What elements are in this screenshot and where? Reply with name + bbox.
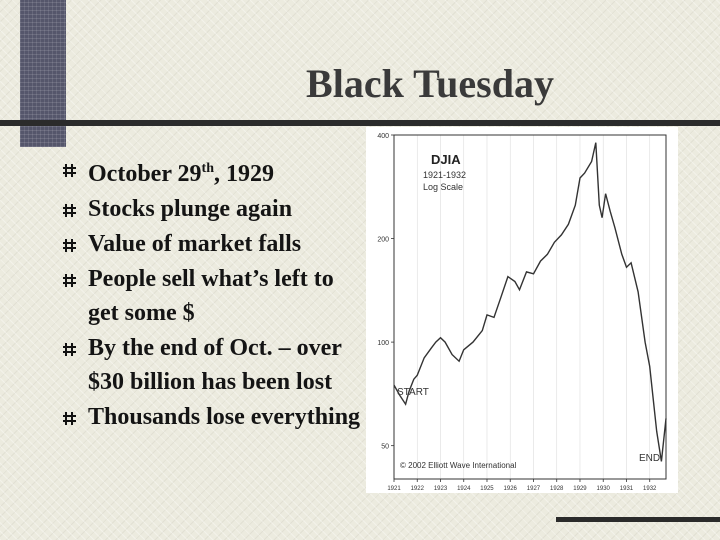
decorative-top-rule — [0, 120, 720, 126]
x-tick-label: 1925 — [480, 486, 494, 492]
chart-frame — [393, 134, 667, 480]
bullet-text: By the end of Oct. – over $30 billion ha… — [88, 335, 342, 395]
bullet-text-end: , 1929 — [213, 161, 274, 187]
djia-series-line — [393, 142, 667, 462]
y-tick-label: 100 — [377, 340, 389, 347]
x-tick-label: 1921 — [387, 486, 401, 492]
bullet-item: People sell what’s left to get some $ — [62, 262, 362, 330]
x-tick-label: 1923 — [434, 486, 448, 492]
copyright-note: © 2002 Elliott Wave International — [400, 461, 517, 470]
x-axis-ticks: 1921 1922 1923 1924 1925 1926 1927 1928 1929 1930… — [387, 479, 657, 492]
bullet-text: Value of market falls — [88, 231, 302, 257]
x-tick-label: 1929 — [573, 486, 587, 492]
y-tick-label: 400 — [377, 133, 389, 140]
chart-subtitle: 1921-1932 — [423, 170, 466, 180]
bullet-list: October 29th, 1929 Stocks plunge again V… — [62, 152, 362, 435]
bullet-item: By the end of Oct. – over $30 billion ha… — [62, 331, 362, 399]
hash-bullet-icon — [63, 412, 76, 425]
x-tick-label: 1930 — [597, 486, 611, 492]
y-tick-label: 50 — [381, 444, 389, 451]
y-axis-ticks: 400 200 100 50 — [377, 133, 394, 451]
slide-title: Black Tuesday — [306, 61, 554, 106]
bullet-item: October 29th, 1929 — [62, 152, 362, 191]
x-tick-label: 1922 — [411, 486, 425, 492]
bullet-text: Thousands lose everything — [88, 404, 361, 430]
end-annotation: END — [639, 453, 660, 464]
bullet-text: Stocks plunge again — [88, 196, 293, 222]
bullet-item: Thousands lose everything — [62, 400, 362, 434]
bullet-item: Value of market falls — [62, 227, 362, 261]
hash-bullet-icon — [63, 164, 76, 177]
hash-bullet-icon — [63, 274, 76, 287]
start-annotation: START — [397, 387, 429, 398]
x-tick-label: 1924 — [457, 486, 471, 492]
x-tick-label: 1926 — [504, 486, 518, 492]
djia-chart: 400 200 100 50 1921 1922 1923 1924 1925 1926 1927… — [366, 127, 678, 493]
y-tick-label: 200 — [377, 237, 389, 244]
chart-grid — [393, 135, 651, 479]
chart-scale-label: Log Scale — [423, 182, 463, 192]
x-tick-label: 1928 — [550, 486, 564, 492]
hash-bullet-icon — [63, 239, 76, 252]
bullet-text: People sell what’s left to get some $ — [88, 266, 334, 326]
bullet-item: Stocks plunge again — [62, 192, 362, 226]
hash-bullet-icon — [63, 343, 76, 356]
chart-canvas: 400 200 100 50 1921 1922 1923 1924 1925 1926 1927… — [377, 133, 667, 492]
x-tick-label: 1931 — [620, 486, 634, 492]
chart-title: DJIA — [431, 152, 461, 167]
x-tick-label: 1932 — [643, 486, 657, 492]
ordinal-suffix: th — [201, 161, 214, 176]
decorative-bottom-rule — [556, 517, 720, 522]
hash-bullet-icon — [63, 204, 76, 217]
x-tick-label: 1927 — [527, 486, 541, 492]
bullet-text: October 29 — [88, 161, 202, 187]
